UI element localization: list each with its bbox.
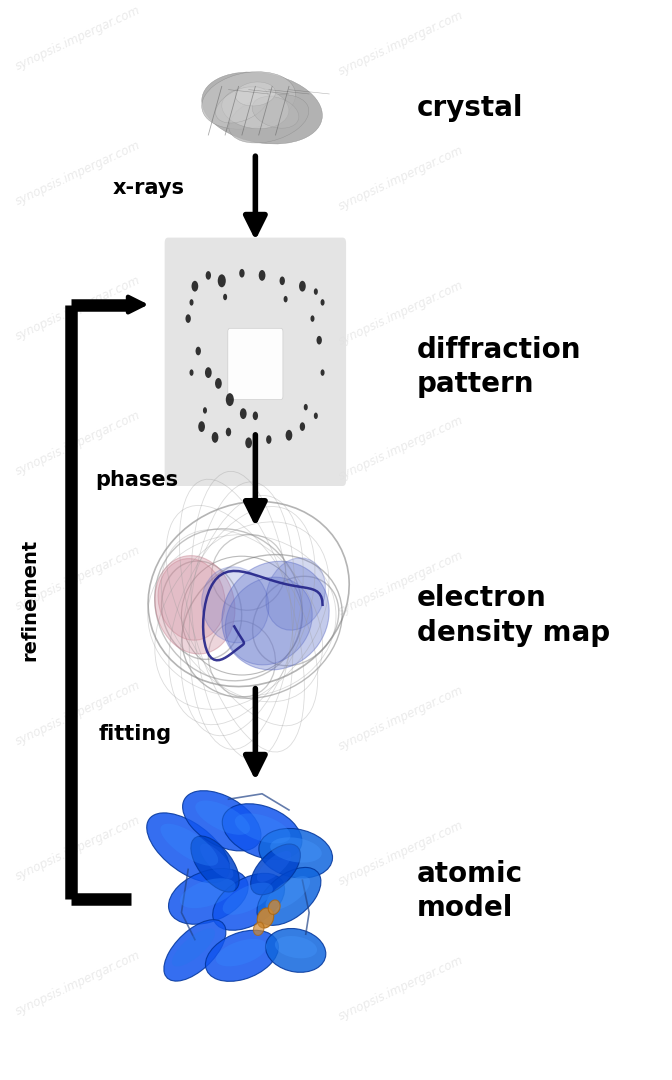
Text: synopsis.impergar.com: synopsis.impergar.com <box>336 144 465 213</box>
Circle shape <box>266 435 271 444</box>
FancyBboxPatch shape <box>165 238 346 486</box>
Text: synopsis.impergar.com: synopsis.impergar.com <box>336 819 465 888</box>
Circle shape <box>205 367 212 378</box>
Ellipse shape <box>146 813 230 882</box>
Ellipse shape <box>222 882 273 915</box>
Ellipse shape <box>180 878 236 908</box>
Ellipse shape <box>172 929 215 967</box>
Circle shape <box>218 274 226 287</box>
Ellipse shape <box>191 836 239 892</box>
Ellipse shape <box>257 908 274 928</box>
Circle shape <box>253 411 258 420</box>
Ellipse shape <box>202 71 296 130</box>
Ellipse shape <box>265 929 326 972</box>
Ellipse shape <box>155 555 235 654</box>
Circle shape <box>190 299 194 306</box>
Ellipse shape <box>216 939 267 967</box>
Ellipse shape <box>265 876 310 910</box>
Text: fitting: fitting <box>98 725 171 744</box>
Circle shape <box>314 288 318 295</box>
Ellipse shape <box>252 96 299 129</box>
Text: electron
density map: electron density map <box>417 584 610 647</box>
Ellipse shape <box>266 558 325 630</box>
Circle shape <box>245 437 252 448</box>
Circle shape <box>299 281 306 292</box>
Text: phases: phases <box>95 470 178 489</box>
Circle shape <box>284 296 288 302</box>
Ellipse shape <box>216 86 268 123</box>
Ellipse shape <box>183 791 261 851</box>
Text: synopsis.impergar.com: synopsis.impergar.com <box>13 408 142 477</box>
Circle shape <box>206 271 211 280</box>
Text: synopsis.impergar.com: synopsis.impergar.com <box>13 543 142 612</box>
Text: synopsis.impergar.com: synopsis.impergar.com <box>336 414 465 483</box>
Circle shape <box>259 270 265 281</box>
Circle shape <box>226 393 234 406</box>
Ellipse shape <box>202 72 323 144</box>
Text: synopsis.impergar.com: synopsis.impergar.com <box>13 138 142 207</box>
Circle shape <box>321 299 325 306</box>
Circle shape <box>198 421 205 432</box>
Ellipse shape <box>270 837 322 863</box>
Ellipse shape <box>213 874 284 930</box>
Circle shape <box>212 432 218 443</box>
Text: synopsis.impergar.com: synopsis.impergar.com <box>336 549 465 618</box>
Ellipse shape <box>235 82 276 106</box>
Ellipse shape <box>222 562 329 670</box>
Ellipse shape <box>202 567 269 643</box>
Circle shape <box>240 408 247 419</box>
Circle shape <box>300 422 305 431</box>
Ellipse shape <box>169 868 248 924</box>
Ellipse shape <box>200 843 233 879</box>
Circle shape <box>196 347 201 355</box>
Ellipse shape <box>161 824 218 866</box>
Circle shape <box>314 413 318 419</box>
Text: diffraction
pattern: diffraction pattern <box>417 336 581 399</box>
Circle shape <box>226 428 231 436</box>
Ellipse shape <box>275 936 317 958</box>
Circle shape <box>215 378 222 389</box>
Text: synopsis.impergar.com: synopsis.impergar.com <box>13 948 142 1017</box>
Ellipse shape <box>259 828 333 878</box>
Circle shape <box>203 407 207 414</box>
Circle shape <box>310 315 314 322</box>
Text: synopsis.impergar.com: synopsis.impergar.com <box>13 3 142 72</box>
Ellipse shape <box>253 922 264 935</box>
Circle shape <box>304 404 308 410</box>
Ellipse shape <box>257 867 321 926</box>
Circle shape <box>286 430 292 441</box>
Text: synopsis.impergar.com: synopsis.impergar.com <box>336 684 465 753</box>
Text: synopsis.impergar.com: synopsis.impergar.com <box>336 954 465 1023</box>
Circle shape <box>321 369 325 376</box>
Text: synopsis.impergar.com: synopsis.impergar.com <box>13 813 142 882</box>
Ellipse shape <box>229 95 308 143</box>
Circle shape <box>190 369 194 376</box>
FancyBboxPatch shape <box>228 328 283 400</box>
Ellipse shape <box>268 900 280 915</box>
Ellipse shape <box>164 920 226 981</box>
Ellipse shape <box>158 558 225 640</box>
Ellipse shape <box>196 800 250 835</box>
Ellipse shape <box>222 87 289 129</box>
Circle shape <box>317 336 322 345</box>
Text: synopsis.impergar.com: synopsis.impergar.com <box>336 279 465 348</box>
Text: refinement: refinement <box>21 538 40 661</box>
Ellipse shape <box>222 804 302 860</box>
Circle shape <box>192 281 198 292</box>
Ellipse shape <box>235 813 290 843</box>
Text: synopsis.impergar.com: synopsis.impergar.com <box>13 678 142 747</box>
Ellipse shape <box>206 930 278 982</box>
Circle shape <box>280 276 285 285</box>
Circle shape <box>239 269 245 278</box>
Ellipse shape <box>225 577 312 665</box>
Circle shape <box>185 314 191 323</box>
Circle shape <box>223 294 227 300</box>
Text: atomic
model: atomic model <box>417 860 523 922</box>
Text: synopsis.impergar.com: synopsis.impergar.com <box>13 273 142 342</box>
Text: x-rays: x-rays <box>113 178 185 198</box>
Text: synopsis.impergar.com: synopsis.impergar.com <box>336 9 465 78</box>
Text: crystal: crystal <box>417 94 523 122</box>
Ellipse shape <box>251 845 300 894</box>
Ellipse shape <box>257 851 292 882</box>
